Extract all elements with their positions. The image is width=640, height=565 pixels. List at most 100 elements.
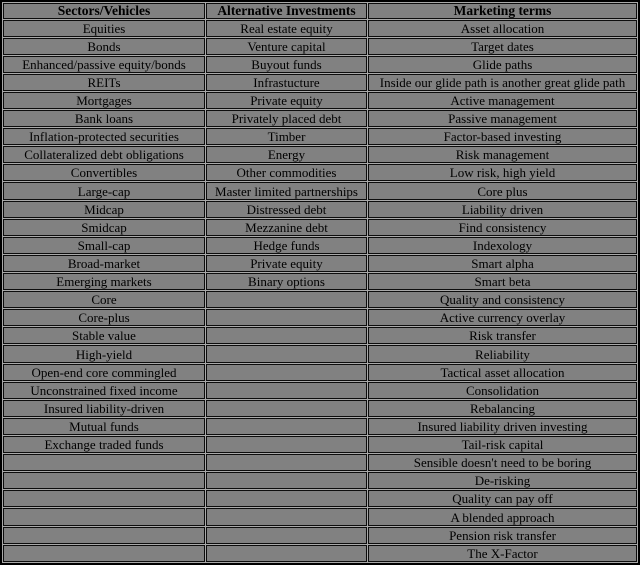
table-row: Equities Real estate equity Asset allocati… (3, 19, 637, 37)
table-cell (3, 472, 205, 490)
table-cell: Unconstrained fixed income (3, 381, 205, 399)
table-cell: Smart alpha (368, 254, 637, 273)
table-cell (206, 417, 367, 436)
table-cell (3, 490, 205, 508)
table-cell (206, 544, 367, 562)
table-cell: Bonds (3, 37, 205, 55)
table-row: Smidcap Mezzanine debt Find consistency (3, 218, 637, 236)
table-cell: Real estate equity (206, 19, 367, 37)
table-row: Midcap Distressed debt Liability driven (3, 200, 637, 218)
table-cell: Venture capital (206, 37, 367, 55)
table-cell: Target dates (368, 37, 637, 55)
table-row: Mortgages Private equity Active management (3, 91, 637, 110)
table-cell: A blended approach (368, 508, 637, 526)
table-cell: Collateralized debt obligations (3, 146, 205, 164)
table-row: Open-end core commingled Tactical asset a… (3, 363, 637, 381)
table-cell: Quality and consistency (368, 291, 637, 309)
table-cell (206, 291, 367, 309)
table-cell: Large-cap (3, 182, 205, 200)
table-cell: Buyout funds (206, 55, 367, 73)
table-cell: Emerging markets (3, 273, 205, 291)
table-cell: Sensible doesn't need to be boring (368, 454, 637, 472)
table-cell: Enhanced/passive equity/bonds (3, 55, 205, 73)
table-cell: Private equity (206, 91, 367, 110)
table-cell: Risk management (368, 146, 637, 164)
table-cell: Quality can pay off (368, 490, 637, 508)
column-header-sectors-vehicles: Sectors/Vehicles (3, 3, 205, 19)
table-cell: Small-cap (3, 236, 205, 254)
table-row: Collateralized debt obligations Energy Ris… (3, 146, 637, 164)
table-cell: Tail-risk capital (368, 436, 637, 454)
table-cell: Distressed debt (206, 200, 367, 218)
table-cell (3, 544, 205, 562)
table-cell: Smidcap (3, 218, 205, 236)
table-cell (206, 526, 367, 544)
table-row: Sensible doesn't need to be boring (3, 454, 637, 472)
table-cell: Energy (206, 146, 367, 164)
table-row: Bonds Venture capital Target dates (3, 37, 637, 55)
table-cell: Insured liability-driven (3, 399, 205, 417)
table-cell: Core plus (368, 182, 637, 200)
table-cell: Active currency overlay (368, 309, 637, 327)
table-body: Equities Real estate equity Asset allocati… (3, 19, 637, 562)
table-cell: Mortgages (3, 91, 205, 110)
table-cell (206, 381, 367, 399)
table-cell: Risk transfer (368, 327, 637, 345)
table-cell: Bank loans (3, 110, 205, 128)
table-cell: Inflation-protected securities (3, 128, 205, 146)
table-cell: Private equity (206, 254, 367, 273)
table-cell: Indexology (368, 236, 637, 254)
table-cell: Mutual funds (3, 417, 205, 436)
column-header-alternative-investments: Alternative Investments (206, 3, 367, 19)
table-cell: Glide paths (368, 55, 637, 73)
table-row: Pension risk transfer (3, 526, 637, 544)
table-cell: Tactical asset allocation (368, 363, 637, 381)
table-cell: Rebalancing (368, 399, 637, 417)
table-cell (206, 436, 367, 454)
table-cell: Privately placed debt (206, 110, 367, 128)
table-cell (206, 508, 367, 526)
table-cell (3, 526, 205, 544)
table-cell: Infrastucture (206, 73, 367, 91)
table-row: De-risking (3, 472, 637, 490)
table-cell: Mezzanine debt (206, 218, 367, 236)
table-cell: Stable value (3, 327, 205, 345)
table-cell (206, 399, 367, 417)
table-cell: Consolidation (368, 381, 637, 399)
table-cell: Passive management (368, 110, 637, 128)
table-row: Emerging markets Binary options Smart beta (3, 273, 637, 291)
table-cell (206, 490, 367, 508)
table-cell: Master limited partnerships (206, 182, 367, 200)
table-row: Insured liability-driven Rebalancing (3, 399, 637, 417)
table-row: Bank loans Privately placed debt Passive m… (3, 110, 637, 128)
table-cell: Convertibles (3, 164, 205, 182)
table-cell: De-risking (368, 472, 637, 490)
table-row: Small-cap Hedge funds Indexology (3, 236, 637, 254)
column-header-marketing-terms: Marketing terms (368, 3, 637, 19)
table-cell (3, 454, 205, 472)
table-row: A blended approach (3, 508, 637, 526)
table-cell: Low risk, high yield (368, 164, 637, 182)
table-cell: Equities (3, 19, 205, 37)
table-row: Core-plus Active currency overlay (3, 309, 637, 327)
table-cell (206, 309, 367, 327)
table-cell: Inside our glide path is another great g… (368, 73, 637, 91)
table-cell (206, 327, 367, 345)
table-cell: Active management (368, 91, 637, 110)
table-row: Core Quality and consistency (3, 291, 637, 309)
table-cell (206, 345, 367, 363)
table-row: High-yield Reliability (3, 345, 637, 363)
table-cell: Find consistency (368, 218, 637, 236)
table-row: Enhanced/passive equity/bonds Buyout fund… (3, 55, 637, 73)
table-cell (206, 363, 367, 381)
table-cell: Liability driven (368, 200, 637, 218)
table-cell: The X-Factor (368, 544, 637, 562)
table-cell: Core-plus (3, 309, 205, 327)
table-row: Broad-market Private equity Smart alpha (3, 254, 637, 273)
table-cell (206, 472, 367, 490)
table-cell: REITs (3, 73, 205, 91)
table-cell: Core (3, 291, 205, 309)
table-cell: Asset allocation (368, 19, 637, 37)
table-cell: Binary options (206, 273, 367, 291)
